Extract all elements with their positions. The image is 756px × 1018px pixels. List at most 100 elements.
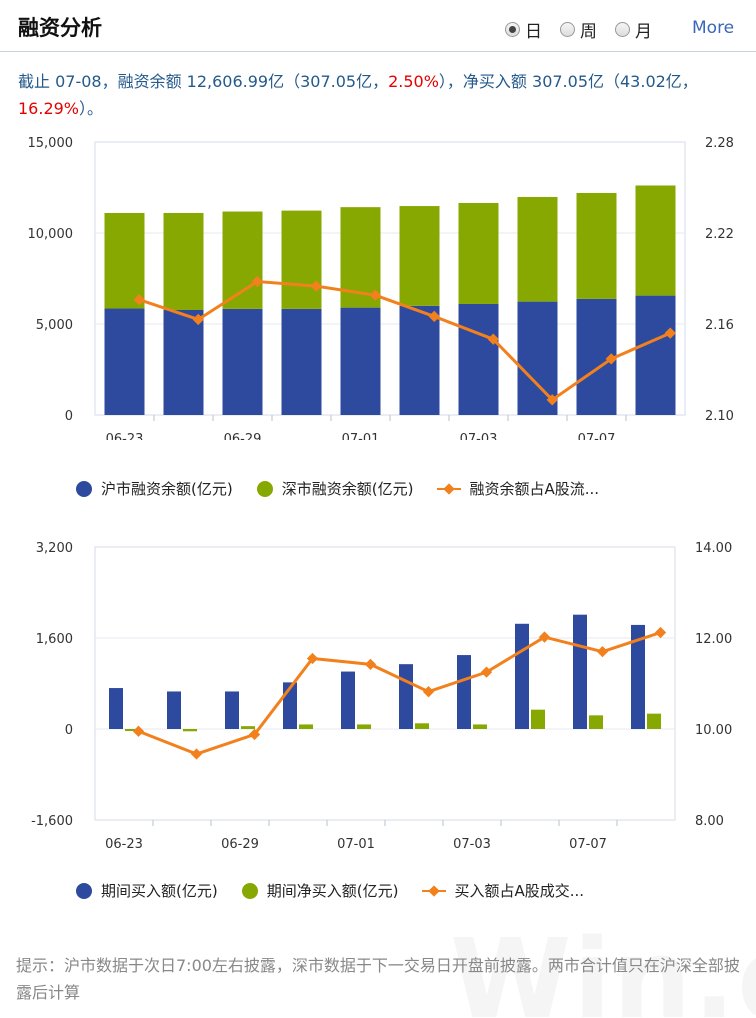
radio-month[interactable]: 月	[615, 17, 652, 42]
chart2-legend: 期间买入额(亿元) 期间净买入额(亿元) 买入额占A股成交...	[76, 880, 608, 901]
chart1-bar-sz	[163, 212, 204, 310]
legend-sz-balance[interactable]: 深市融资余额(亿元)	[256, 478, 414, 499]
chart1-x-tick-label: 06-29	[224, 432, 262, 440]
chart2-ratio-point	[538, 631, 551, 643]
chart2-x-tick-label: 07-01	[337, 837, 375, 852]
chart1-bar-sh	[399, 305, 440, 415]
legend-net-buy[interactable]: 期间净买入额(亿元)	[241, 880, 399, 901]
legend-buy-ratio[interactable]: 买入额占A股成交...	[422, 880, 584, 901]
chart1-ratio-point	[605, 353, 617, 365]
chart1-y-left-tick: 0	[65, 409, 73, 424]
chart1-ratio-point	[546, 394, 558, 406]
panel-title: 融资分析	[18, 16, 102, 40]
period-radio-group: 日 周 月	[505, 17, 670, 42]
chart2-ratio-point	[654, 626, 667, 639]
chart1-bar-sz	[399, 206, 440, 306]
chart1-bar-sh	[458, 303, 499, 415]
radio-week-label: 周	[580, 22, 597, 42]
chart1-x-tick-label: 07-01	[342, 432, 380, 440]
chart1-bar-sz	[458, 202, 499, 304]
chart2-bar-netbuy	[183, 729, 197, 732]
chart2-bar-netbuy	[241, 726, 255, 729]
chart1-x-tick-label: 07-03	[460, 432, 498, 440]
chart1-bar-sz	[576, 192, 617, 299]
watermark-logo: Win.d	[450, 915, 756, 1018]
chart2-x-tick-label: 06-29	[221, 837, 259, 852]
chart1-y-left-tick: 5,000	[36, 318, 73, 333]
chart1-y-right-tick: 2.16	[705, 318, 734, 333]
chart2-bar-buy	[341, 671, 355, 729]
chart1-bar-sz	[281, 210, 322, 309]
chart2-ratio-line	[137, 631, 661, 756]
chart2-ratio-point	[596, 645, 609, 658]
radio-week-icon[interactable]	[560, 22, 575, 37]
purchase-amount-chart: 3,200 14.00 1,600 12.00 0 10.00 -1,600 8.00 06-2…	[31, 541, 732, 852]
chart2-x-tick-label: 07-07	[569, 837, 607, 852]
chart2-bar-netbuy	[531, 709, 545, 729]
chart2-y-left-tick: 3,200	[36, 541, 73, 556]
radio-month-icon[interactable]	[615, 22, 630, 37]
chart2-ratio-point	[132, 725, 145, 737]
legend-line-diamond-icon	[437, 482, 462, 496]
chart1-bar-sh	[104, 308, 145, 415]
chart1-ratio-point	[310, 280, 322, 292]
chart2-y-right-tick: 12.00	[695, 632, 732, 647]
chart1-y-right-tick: 2.28	[705, 136, 734, 151]
chart1-bar-sz	[104, 212, 145, 309]
radio-day-icon[interactable]	[505, 22, 520, 37]
chart1-y-right-tick: 2.10	[705, 409, 734, 424]
more-link[interactable]: More	[692, 18, 735, 38]
summary-part-2: ），净买入额 307.05亿（43.02亿，	[438, 72, 698, 91]
chart2-bar-netbuy	[647, 713, 661, 729]
chart1-y-right-tick: 2.22	[705, 227, 734, 242]
chart1-bar-sz	[635, 185, 676, 296]
chart2-bar-buy	[573, 614, 587, 729]
chart2-bar-buy	[515, 623, 529, 729]
chart1-bar-sh	[222, 308, 263, 415]
legend-balance-ratio-label: 融资余额占A股流...	[469, 480, 600, 498]
chart2-ratio-point	[422, 686, 435, 698]
legend-dot-icon	[256, 480, 273, 497]
summary-text: 截止 07-08，融资余额 12,606.99亿（307.05亿，2.50%），…	[18, 68, 743, 122]
legend-dot-icon	[76, 882, 92, 899]
chart2-bar-netbuy	[415, 723, 429, 729]
legend-sz-balance-label: 深市融资余额(亿元)	[281, 480, 414, 498]
chart2-bar-buy	[109, 688, 123, 729]
chart2-ratio-point	[190, 748, 203, 760]
chart1-y-left-tick: 15,000	[28, 136, 74, 151]
chart1-ratio-point	[133, 294, 145, 306]
chart2-bar-netbuy	[357, 724, 371, 729]
radio-month-label: 月	[635, 22, 652, 42]
chart1-ratio-point	[428, 310, 440, 323]
chart1-bar-sz	[222, 211, 263, 309]
radio-week[interactable]: 周	[560, 17, 597, 42]
chart1-bar-sh	[281, 308, 322, 415]
legend-balance-ratio[interactable]: 融资余额占A股流...	[437, 478, 599, 499]
legend-dot-icon	[76, 480, 92, 497]
chart2-y-right-tick: 10.00	[695, 723, 732, 738]
chart2-plot-area	[94, 546, 676, 821]
chart1-ratio-point	[369, 289, 381, 301]
legend-dot-icon	[241, 882, 258, 899]
legend-net-buy-label: 期间净买入额(亿元)	[266, 882, 399, 900]
chart1-legend: 沪市融资余额(亿元) 深市融资余额(亿元) 融资余额占A股流...	[76, 478, 623, 499]
panel-header: 融资分析 日 周 月 More	[0, 0, 756, 52]
legend-sh-balance[interactable]: 沪市融资余额(亿元)	[76, 478, 233, 499]
radio-day[interactable]: 日	[505, 17, 542, 42]
chart2-bar-netbuy	[125, 729, 139, 731]
chart2-bar-netbuy	[473, 724, 487, 729]
legend-buy-amount-label: 期间买入额(亿元)	[101, 882, 218, 900]
margin-balance-chart: 15,000 2.28 10,000 2.22 5,000 2.16 0 2.10 06-23 0…	[28, 136, 734, 440]
legend-buy-ratio-label: 买入额占A股成交...	[454, 882, 585, 900]
chart1-ratio-point	[251, 275, 263, 288]
chart2-y-left-tick: 0	[65, 723, 73, 738]
chart2-ratio-point	[364, 658, 377, 671]
summary-balance-change-pct: 2.50%	[388, 72, 439, 91]
legend-buy-amount[interactable]: 期间买入额(亿元)	[76, 880, 218, 901]
chart2-y-left-tick: -1,600	[31, 814, 73, 829]
summary-part-3: ）。	[79, 99, 104, 118]
chart2-bar-buy	[399, 664, 413, 729]
summary-part-1: 截止 07-08，融资余额 12,606.99亿（307.05亿，	[18, 72, 389, 91]
chart1-ratio-point	[487, 333, 499, 345]
chart2-y-left-tick: 1,600	[36, 632, 73, 647]
